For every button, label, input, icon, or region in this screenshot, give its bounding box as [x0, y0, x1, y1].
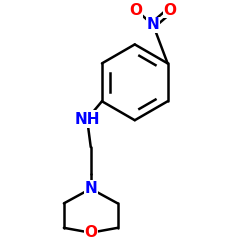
- Text: O: O: [84, 225, 97, 240]
- Text: N: N: [147, 17, 160, 32]
- Text: NH: NH: [74, 112, 100, 126]
- Text: O: O: [164, 3, 177, 18]
- Text: N: N: [84, 181, 97, 196]
- Text: O: O: [130, 3, 142, 18]
